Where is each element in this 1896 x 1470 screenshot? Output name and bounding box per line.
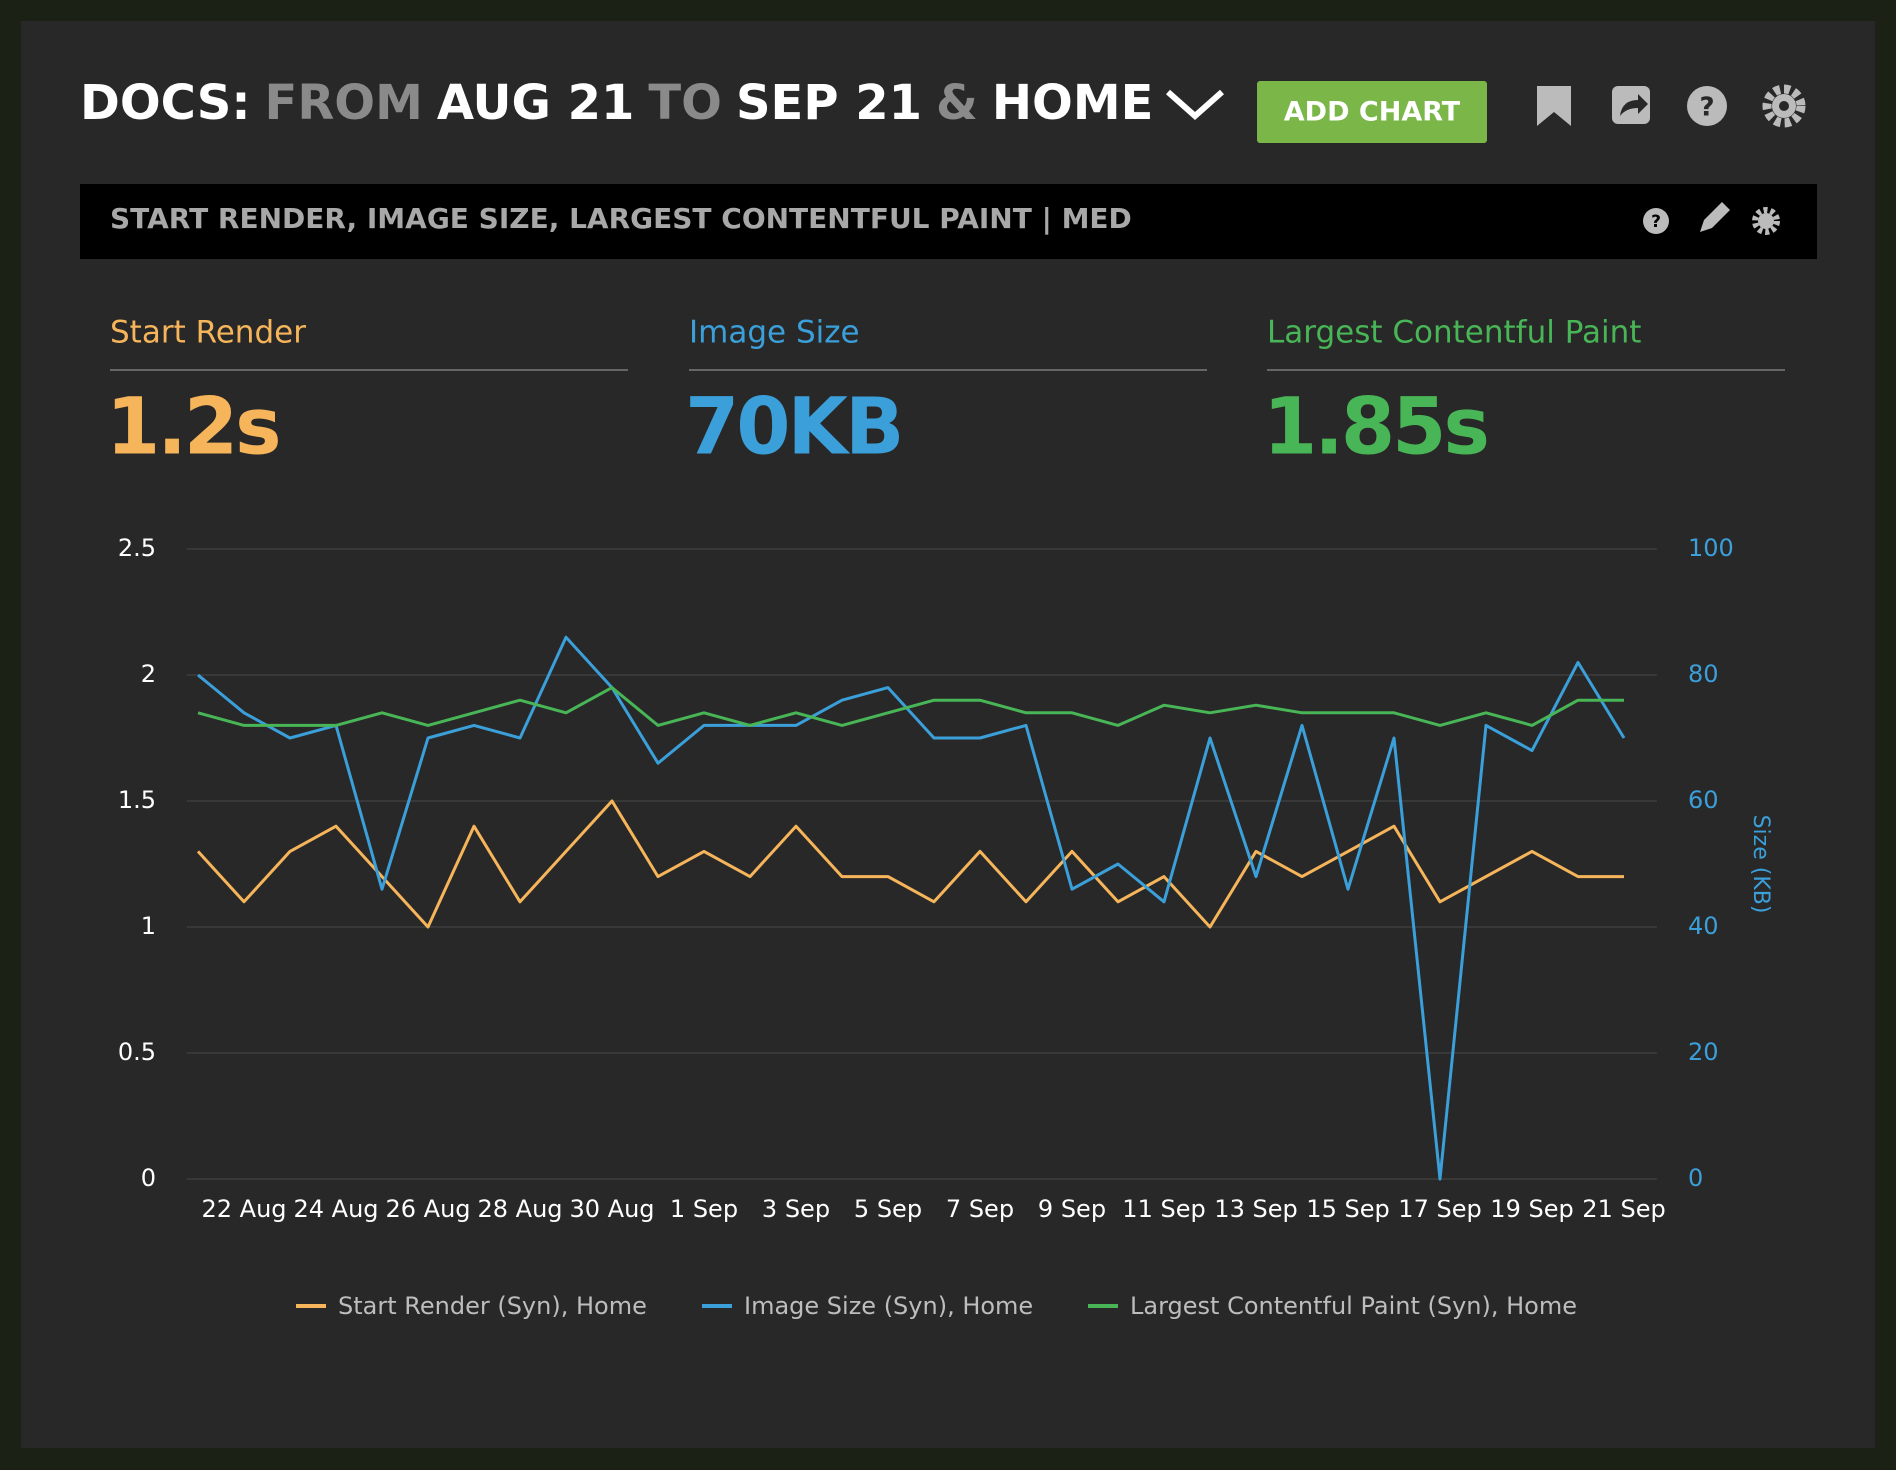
metric-value: 1.2s	[106, 382, 279, 472]
x-tick-label: 22 Aug	[201, 1195, 286, 1223]
title-part: &	[936, 75, 978, 131]
metric-label: Start Render	[110, 315, 306, 351]
panel-help[interactable]	[1643, 208, 1669, 234]
x-tick-label: 24 Aug	[293, 1195, 378, 1223]
y-tick-label: 2	[141, 660, 156, 688]
panel-settings-hub	[1758, 213, 1774, 229]
title-part: HOME	[992, 75, 1154, 131]
x-tick-label: 3 Sep	[762, 1195, 830, 1223]
bookmark-icon[interactable]	[1537, 86, 1571, 126]
x-tick-label: 7 Sep	[946, 1195, 1014, 1223]
x-tick-label: 17 Sep	[1398, 1195, 1481, 1223]
metric-value: 70KB	[685, 382, 901, 472]
x-tick-label: 21 Sep	[1582, 1195, 1665, 1223]
y-tick-label: 1.5	[118, 786, 156, 814]
y-tick-label: 1	[141, 912, 156, 940]
x-tick-label: 9 Sep	[1038, 1195, 1106, 1223]
series-line	[196, 799, 1624, 929]
series-line	[197, 635, 1626, 1181]
metric-label: Image Size	[689, 315, 860, 351]
share-arrow	[1620, 94, 1648, 116]
metric-label: Largest Contentful Paint	[1267, 315, 1641, 351]
x-tick-label: 13 Sep	[1214, 1195, 1297, 1223]
panel-edit[interactable]	[1700, 202, 1730, 232]
y-tick-label: 0	[141, 1164, 156, 1192]
y2-tick-label: 60	[1688, 786, 1719, 814]
series-line	[197, 686, 1624, 727]
x-tick-label: 26 Aug	[385, 1195, 470, 1223]
y2-tick-label: 20	[1688, 1038, 1719, 1066]
panel-header	[80, 184, 1817, 259]
y2-tick-label: 80	[1688, 660, 1719, 688]
y2-tick-label: 40	[1688, 912, 1719, 940]
x-tick-label: 11 Sep	[1122, 1195, 1205, 1223]
help-icon[interactable]	[1687, 86, 1727, 126]
help-glyph: ?	[1699, 93, 1714, 123]
dropdown-chevron[interactable]	[1166, 89, 1224, 121]
add-chart-label[interactable]: ADD CHART	[1284, 97, 1461, 128]
y2-tick-label: 100	[1688, 534, 1734, 562]
panel-settings[interactable]	[1752, 207, 1780, 235]
x-tick-label: 1 Sep	[670, 1195, 738, 1223]
legend-label: Image Size (Syn), Home	[744, 1292, 1033, 1320]
x-tick-label: 19 Sep	[1490, 1195, 1573, 1223]
y-tick-label: 0.5	[118, 1038, 156, 1066]
x-tick-label: 30 Aug	[569, 1195, 654, 1223]
panel-help-glyph: ?	[1651, 212, 1661, 232]
x-tick-label: 28 Aug	[477, 1195, 562, 1223]
page-title: DOCS: FROM AUG 21 TO SEP 21 & HOME	[80, 75, 1153, 131]
settings-hole	[1779, 101, 1789, 111]
title-part: TO	[648, 75, 722, 131]
add-chart-button[interactable]	[1257, 81, 1487, 143]
settings-icon[interactable]	[1762, 84, 1806, 128]
metric-value: 1.85s	[1263, 382, 1487, 472]
panel-title: START RENDER, IMAGE SIZE, LARGEST CONTEN…	[110, 202, 1132, 235]
title-part: SEP 21	[736, 75, 922, 131]
y2-axis-label: Size (KB)	[1748, 815, 1773, 914]
x-tick-label: 5 Sep	[854, 1195, 922, 1223]
legend-label: Largest Contentful Paint (Syn), Home	[1130, 1292, 1577, 1320]
y-tick-label: 2.5	[118, 534, 156, 562]
title-part: AUG 21	[437, 75, 635, 131]
title-part: DOCS:	[80, 75, 251, 131]
legend-label: Start Render (Syn), Home	[338, 1292, 647, 1320]
title-part: FROM	[265, 75, 423, 131]
y2-tick-label: 0	[1688, 1164, 1703, 1192]
x-tick-label: 15 Sep	[1306, 1195, 1389, 1223]
